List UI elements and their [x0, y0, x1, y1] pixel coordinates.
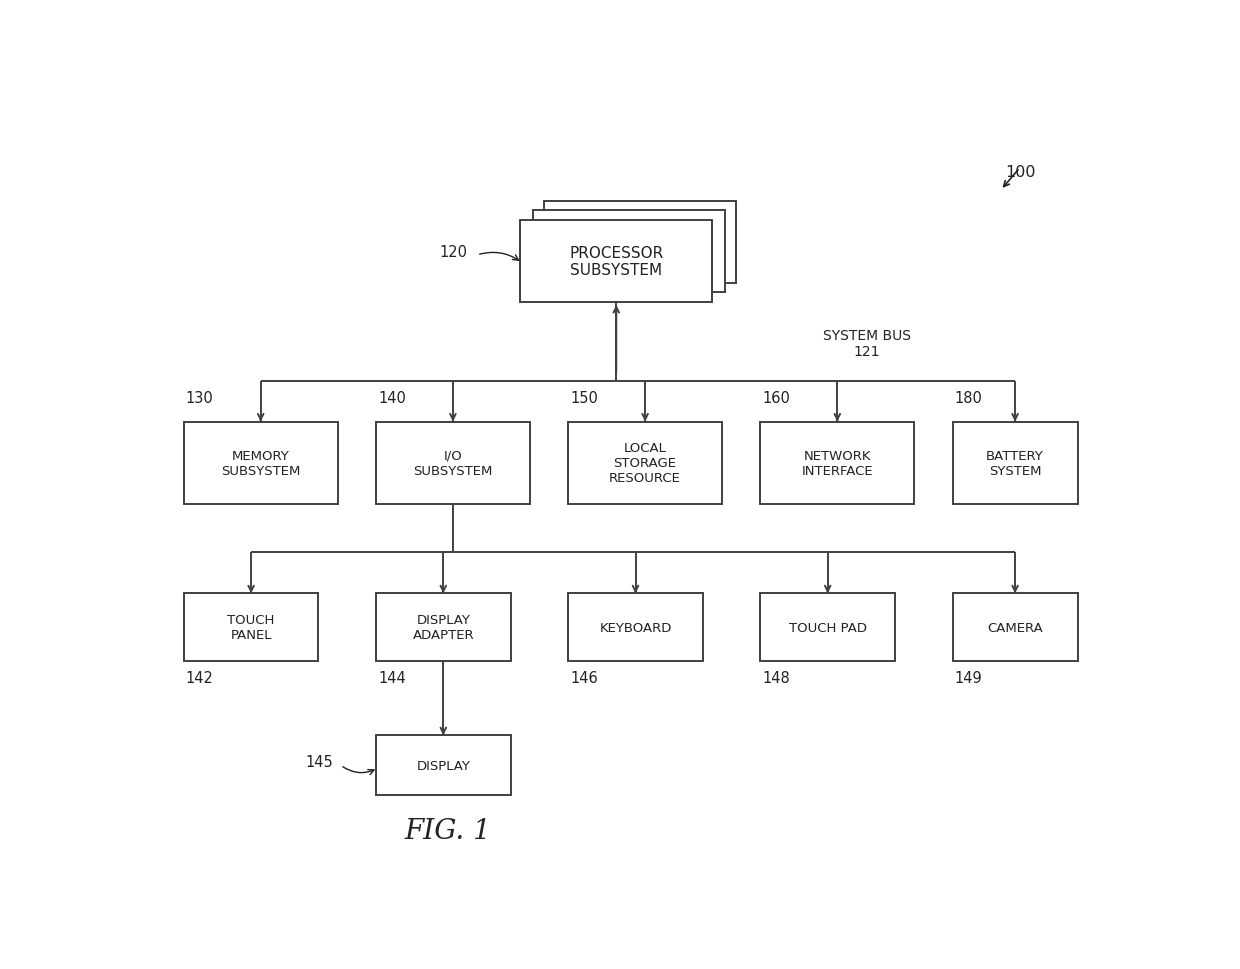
- Bar: [568, 422, 722, 504]
- Text: 146: 146: [570, 670, 598, 685]
- Text: NETWORK
INTERFACE: NETWORK INTERFACE: [801, 450, 873, 477]
- Text: FIG. 1: FIG. 1: [404, 817, 491, 844]
- Text: TOUCH
PANEL: TOUCH PANEL: [227, 613, 275, 641]
- Text: 180: 180: [955, 391, 982, 406]
- Text: KEYBOARD: KEYBOARD: [599, 621, 672, 634]
- Text: 160: 160: [763, 391, 790, 406]
- Text: 140: 140: [378, 391, 405, 406]
- Bar: [952, 422, 1078, 504]
- Bar: [376, 594, 511, 661]
- Text: 148: 148: [763, 670, 790, 685]
- Bar: [184, 422, 337, 504]
- Bar: [376, 735, 511, 796]
- Bar: [544, 203, 737, 284]
- Text: I/O
SUBSYSTEM: I/O SUBSYSTEM: [413, 450, 492, 477]
- Text: DISPLAY: DISPLAY: [417, 759, 470, 772]
- Text: CAMERA: CAMERA: [987, 621, 1043, 634]
- Bar: [521, 221, 713, 303]
- Text: 145: 145: [305, 754, 332, 769]
- Bar: [568, 594, 703, 661]
- Bar: [376, 422, 529, 504]
- Text: MEMORY
SUBSYSTEM: MEMORY SUBSYSTEM: [221, 450, 300, 477]
- Bar: [533, 211, 725, 293]
- Text: 144: 144: [378, 670, 405, 685]
- Bar: [760, 594, 895, 661]
- Text: 142: 142: [186, 670, 213, 685]
- Bar: [184, 594, 319, 661]
- Text: 120: 120: [439, 244, 467, 260]
- Text: TOUCH PAD: TOUCH PAD: [789, 621, 867, 634]
- Text: LOCAL
STORAGE
RESOURCE: LOCAL STORAGE RESOURCE: [609, 442, 681, 484]
- Text: SYSTEM BUS
121: SYSTEM BUS 121: [823, 328, 911, 359]
- Text: 130: 130: [186, 391, 213, 406]
- Text: DISPLAY
ADAPTER: DISPLAY ADAPTER: [413, 613, 474, 641]
- Text: 150: 150: [570, 391, 598, 406]
- Text: PROCESSOR
SUBSYSTEM: PROCESSOR SUBSYSTEM: [569, 245, 663, 278]
- Text: 149: 149: [955, 670, 982, 685]
- Bar: [952, 594, 1078, 661]
- Bar: [760, 422, 914, 504]
- Text: BATTERY
SYSTEM: BATTERY SYSTEM: [986, 450, 1044, 477]
- Text: 100: 100: [1006, 165, 1035, 179]
